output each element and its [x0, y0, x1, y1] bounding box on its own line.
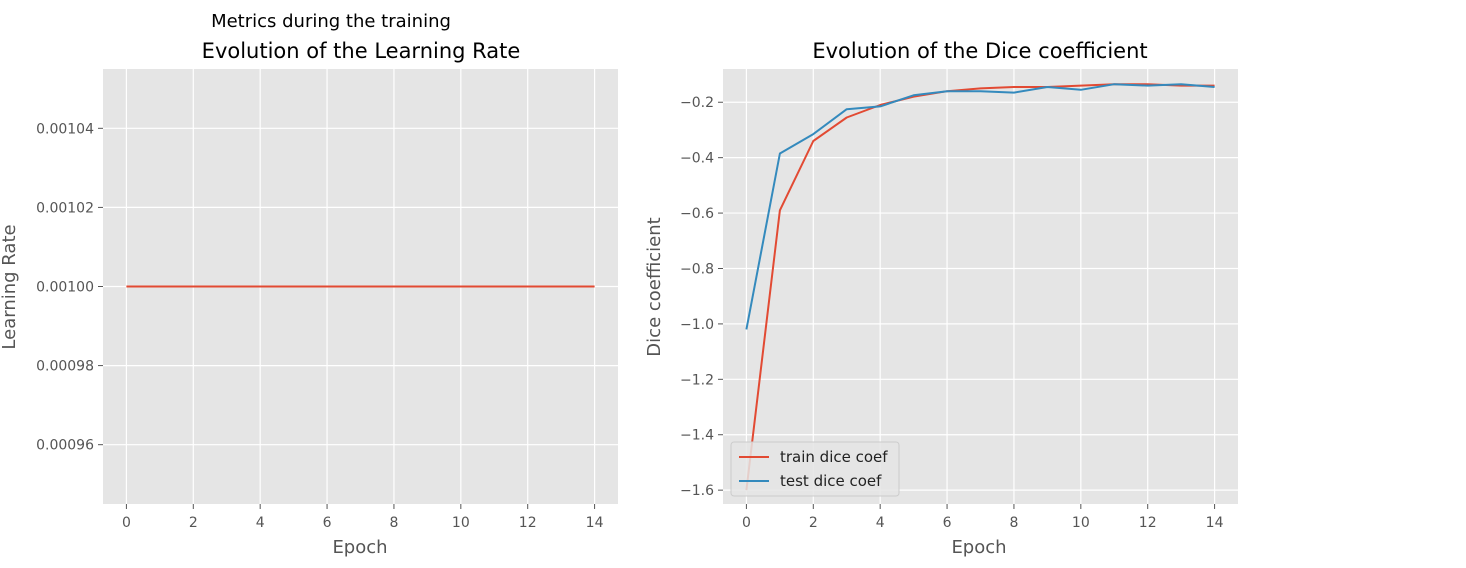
y-tick-label: −0.8	[680, 261, 714, 277]
x-tick-label: 0	[122, 515, 131, 531]
x-tick-label: 10	[1072, 515, 1090, 531]
y-tick-label: 0.00096	[36, 438, 94, 454]
chart-title: Evolution of the Dice coefficient	[812, 39, 1147, 63]
x-tick-label: 12	[519, 515, 537, 531]
figure-suptitle: Metrics during the training	[211, 11, 451, 32]
x-axis-label: Epoch	[951, 537, 1006, 558]
y-axis-label: Dice coefficient	[644, 217, 665, 356]
x-axis-label: Epoch	[332, 537, 387, 558]
x-tick-label: 0	[742, 515, 751, 531]
x-tick-label: 6	[323, 515, 332, 531]
dice-coefficient-chart: Evolution of the Dice coefficient Epoch …	[644, 39, 1238, 558]
y-tick-label: 0.00098	[36, 359, 94, 375]
legend-label: train dice coef	[780, 448, 888, 466]
x-tick-label: 14	[1206, 515, 1224, 531]
y-tick-label: 0.00104	[36, 121, 94, 137]
test-dice-coef-line	[745, 83, 1215, 330]
x-tick-label: 2	[809, 515, 818, 531]
x-tick-label: 6	[943, 515, 952, 531]
chart-title: Evolution of the Learning Rate	[202, 39, 521, 63]
legend-box	[730, 441, 900, 497]
x-tick-label: 8	[389, 515, 398, 531]
y-tick-label: 0.00102	[36, 200, 94, 216]
y-tick-label: −1.2	[680, 372, 714, 388]
x-tick-label: 12	[1139, 515, 1157, 531]
x-tick-label: 14	[586, 515, 604, 531]
x-tick-label: 8	[1009, 515, 1018, 531]
x-tick-label: 4	[876, 515, 885, 531]
x-tick-label: 10	[452, 515, 470, 531]
legend-label: test dice coef	[780, 472, 882, 490]
y-tick-label: −1.6	[680, 483, 714, 499]
y-tick-label: −0.6	[680, 206, 714, 222]
x-tick-label: 2	[189, 515, 198, 531]
y-tick-label: −1.4	[680, 428, 714, 444]
y-tick-label: 0.00100	[36, 280, 94, 296]
y-axis-label: Learning Rate	[0, 224, 20, 349]
plot-background	[723, 69, 1238, 504]
x-tick-label: 4	[256, 515, 265, 531]
y-tick-label: −0.2	[680, 95, 714, 111]
learning-rate-chart: Evolution of the Learning Rate Epoch Lea…	[0, 39, 618, 558]
y-tick-label: −0.4	[680, 151, 714, 167]
y-tick-label: −1.0	[680, 317, 714, 333]
